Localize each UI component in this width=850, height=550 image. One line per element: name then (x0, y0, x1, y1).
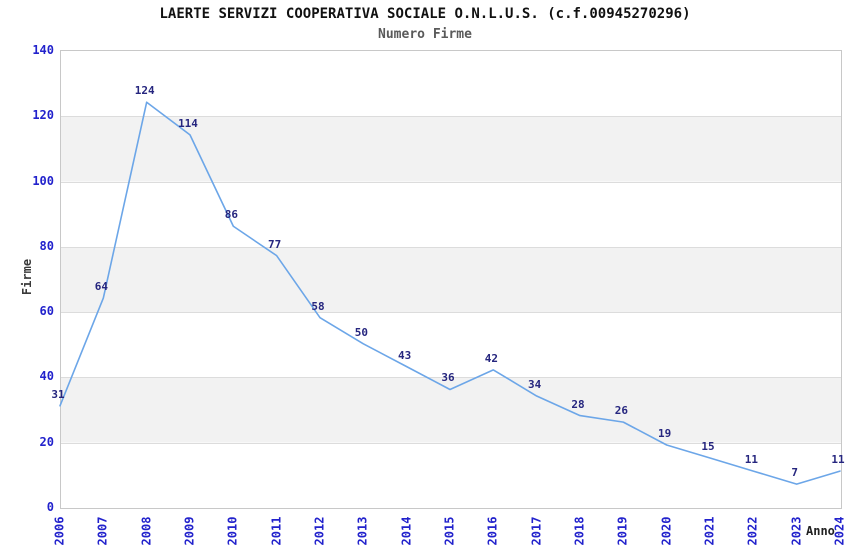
gridline (61, 312, 841, 314)
point-value-label: 26 (614, 404, 628, 418)
line-series-path (59, 101, 841, 485)
chart-title: LAERTE SERVIZI COOPERATIVA SOCIALE O.N.L… (159, 6, 691, 22)
point-value-label: 36 (441, 371, 455, 385)
x-tick-label: 2020 (659, 516, 674, 546)
point-value-label: 19 (658, 426, 672, 440)
point-value-label: 64 (94, 280, 108, 294)
x-tick-label: 2019 (615, 516, 630, 546)
y-tick-label: 120 (32, 108, 54, 123)
x-tick-label: 2023 (789, 516, 804, 546)
x-axis-title: Anno (806, 524, 835, 538)
point-value-label: 34 (528, 378, 542, 391)
x-tick-label: 2015 (442, 516, 457, 546)
point-value-label: 77 (268, 237, 282, 251)
x-tick-label: 2009 (182, 516, 197, 546)
x-tick-label: 2014 (399, 516, 414, 546)
point-value-label: 42 (484, 351, 498, 365)
gridline (61, 181, 841, 183)
x-tick-label: 2018 (572, 516, 587, 546)
gridline (61, 442, 841, 444)
y-tick-label: 40 (39, 369, 54, 384)
x-tick-label: 2006 (52, 516, 67, 546)
y-axis-title: Firme (20, 258, 34, 296)
point-value-label: 58 (311, 299, 325, 313)
gridline (61, 377, 841, 379)
point-value-label: 124 (134, 84, 155, 98)
x-tick-label: 2013 (355, 516, 370, 546)
x-tick-label: 2007 (95, 516, 110, 546)
y-tick-label: 0 (46, 500, 54, 514)
x-tick-label: 2008 (139, 516, 154, 546)
chart-subtitle: Numero Firme (378, 27, 472, 42)
y-tick-label: 140 (32, 43, 54, 57)
x-tick-label: 2010 (225, 516, 240, 546)
x-tick-label: 2022 (745, 516, 760, 546)
point-value-label: 15 (701, 440, 715, 454)
point-value-label: 31 (51, 387, 65, 401)
x-tick-label: 2011 (269, 516, 284, 546)
point-value-label: 114 (178, 116, 198, 130)
gridline (61, 246, 841, 248)
point-value-label: 7 (791, 466, 798, 480)
point-value-label: 43 (398, 348, 412, 362)
point-value-label: 11 (831, 453, 845, 467)
point-value-label: 11 (744, 453, 758, 467)
x-tick-label: 2012 (312, 516, 327, 546)
y-tick-label: 100 (32, 173, 54, 188)
y-tick-label: 60 (39, 304, 54, 319)
point-value-label: 50 (354, 325, 368, 339)
plot-area (60, 50, 842, 509)
y-tick-label: 80 (39, 238, 54, 253)
point-value-label: 28 (571, 397, 585, 411)
point-value-label: 86 (224, 208, 238, 222)
x-tick-label: 2017 (529, 516, 544, 546)
x-tick-label: 2016 (485, 516, 500, 546)
gridline (61, 116, 841, 118)
x-tick-label: 2021 (702, 516, 717, 546)
y-tick-label: 20 (39, 434, 54, 449)
